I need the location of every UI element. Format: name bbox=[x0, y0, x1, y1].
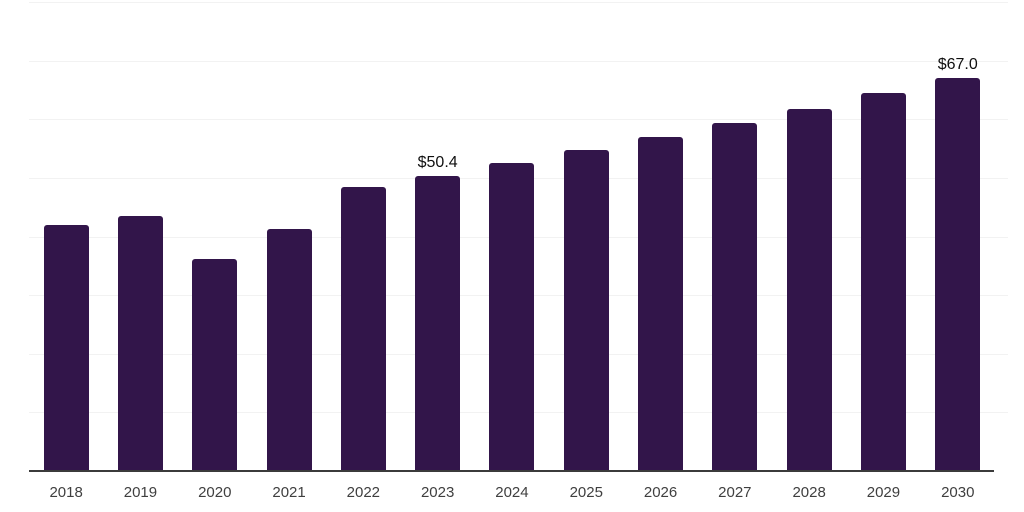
bar bbox=[489, 162, 535, 471]
x-axis-label: 2022 bbox=[346, 484, 381, 501]
bar bbox=[340, 186, 386, 471]
x-axis-label: 2030 bbox=[941, 484, 975, 501]
x-axis-label: 2025 bbox=[569, 484, 603, 501]
gridline bbox=[29, 119, 1008, 121]
x-axis-label: 2021 bbox=[272, 484, 306, 501]
bar bbox=[712, 123, 758, 471]
x-axis-label: 2024 bbox=[495, 484, 529, 501]
x-axis-line bbox=[29, 470, 994, 472]
bar bbox=[563, 149, 609, 471]
x-axis-label: 2027 bbox=[718, 484, 752, 501]
x-axis-label: 2028 bbox=[792, 484, 826, 501]
bar bbox=[786, 108, 832, 471]
x-axis-label: 2019 bbox=[123, 484, 158, 501]
gridline bbox=[29, 60, 1008, 62]
x-axis-label: 2026 bbox=[643, 484, 678, 501]
bar bbox=[192, 258, 238, 471]
bar bbox=[935, 78, 981, 471]
bar bbox=[415, 175, 461, 471]
x-axis-label: 2020 bbox=[198, 484, 232, 501]
bar bbox=[638, 136, 684, 471]
bar bbox=[860, 93, 906, 471]
bar bbox=[117, 215, 163, 471]
bar-value-label: $67.0 bbox=[937, 56, 978, 74]
bar bbox=[43, 224, 89, 471]
bar-value-label: $50.4 bbox=[417, 153, 458, 171]
x-axis-label: 2029 bbox=[866, 484, 901, 501]
x-axis-label: 2023 bbox=[420, 484, 455, 501]
bar bbox=[266, 228, 312, 471]
gridline bbox=[29, 2, 1008, 3]
x-axis-label: 2018 bbox=[49, 484, 83, 501]
